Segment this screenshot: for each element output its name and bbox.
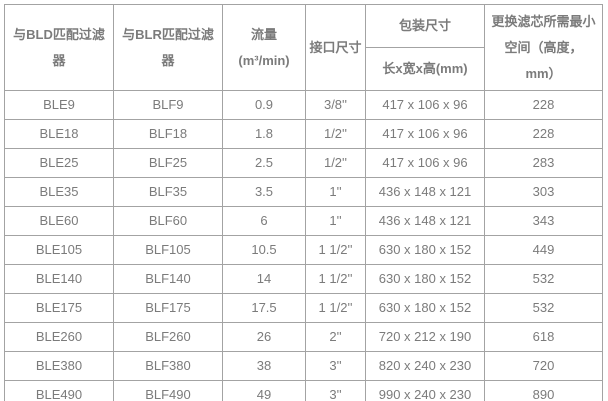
cell-flow: 10.5 [222, 235, 306, 265]
cell-interface: 3'' [305, 351, 366, 381]
header-bld-filter-line1: 与BLD匹配过滤 [13, 26, 105, 42]
table-row: BLE9 BLF9 0.9 3/8'' 417 x 106 x 96 228 [4, 90, 603, 120]
table-row: BLE18 BLF18 1.8 1/2'' 417 x 106 x 96 228 [4, 119, 603, 149]
cell-flow: 26 [222, 322, 306, 352]
table-row: BLE490 BLF490 49 3'' 990 x 240 x 230 890 [4, 380, 603, 401]
header-bld-filter: 与BLD匹配过滤 器 [4, 4, 114, 91]
cell-flow: 0.9 [222, 90, 306, 120]
cell-min-space: 890 [484, 380, 603, 401]
cell-blr-model: BLF25 [113, 148, 223, 178]
table-row: BLE25 BLF25 2.5 1/2'' 417 x 106 x 96 283 [4, 148, 603, 178]
cell-package: 417 x 106 x 96 [365, 90, 485, 120]
table-body: BLE9 BLF9 0.9 3/8'' 417 x 106 x 96 228 B… [4, 90, 603, 401]
cell-flow: 14 [222, 264, 306, 294]
cell-min-space: 618 [484, 322, 603, 352]
cell-bld-model: BLE18 [4, 119, 114, 149]
cell-min-space: 303 [484, 177, 603, 207]
cell-bld-model: BLE175 [4, 293, 114, 323]
cell-blr-model: BLF9 [113, 90, 223, 120]
header-package-size: 包装尺寸 [365, 4, 485, 48]
table-row: BLE35 BLF35 3.5 1'' 436 x 148 x 121 303 [4, 177, 603, 207]
cell-interface: 1 1/2'' [305, 293, 366, 323]
cell-bld-model: BLE35 [4, 177, 114, 207]
cell-blr-model: BLF380 [113, 351, 223, 381]
cell-bld-model: BLE25 [4, 148, 114, 178]
cell-interface: 3'' [305, 380, 366, 401]
cell-interface: 3/8'' [305, 90, 366, 120]
cell-package: 436 x 148 x 121 [365, 177, 485, 207]
header-interface-size: 接口尺寸 [305, 4, 366, 91]
header-min-replacement-space: 更换滤芯所需最小 空间（高度， mm） [484, 4, 603, 91]
filter-spec-table: 与BLD匹配过滤 器 与BLR匹配过滤 器 流量 (m³/min) 接口尺寸 包… [4, 4, 603, 401]
cell-interface: 1/2'' [305, 119, 366, 149]
cell-blr-model: BLF60 [113, 206, 223, 236]
table-row: BLE380 BLF380 38 3'' 820 x 240 x 230 720 [4, 351, 603, 381]
header-row-2: 长x宽x高(mm) [5, 47, 603, 91]
cell-min-space: 343 [484, 206, 603, 236]
cell-interface: 1'' [305, 206, 366, 236]
cell-package: 436 x 148 x 121 [365, 206, 485, 236]
header-blr-filter-line1: 与BLR匹配过滤 [122, 26, 214, 42]
table-row: BLE140 BLF140 14 1 1/2'' 630 x 180 x 152… [4, 264, 603, 294]
cell-min-space: 532 [484, 293, 603, 323]
cell-bld-model: BLE380 [4, 351, 114, 381]
header-flow-rate-line1: 流量 [250, 26, 277, 42]
cell-min-space: 228 [484, 90, 603, 120]
cell-bld-model: BLE105 [4, 235, 114, 265]
header-blr-filter: 与BLR匹配过滤 器 [113, 4, 223, 91]
cell-package: 990 x 240 x 230 [365, 380, 485, 401]
cell-min-space: 283 [484, 148, 603, 178]
table-row: BLE105 BLF105 10.5 1 1/2'' 630 x 180 x 1… [4, 235, 603, 265]
cell-package: 630 x 180 x 152 [365, 235, 485, 265]
cell-bld-model: BLE490 [4, 380, 114, 401]
cell-package: 630 x 180 x 152 [365, 264, 485, 294]
header-package-dimensions: 长x宽x高(mm) [365, 47, 485, 91]
cell-blr-model: BLF140 [113, 264, 223, 294]
cell-min-space: 228 [484, 119, 603, 149]
cell-flow: 49 [222, 380, 306, 401]
cell-min-space: 720 [484, 351, 603, 381]
cell-bld-model: BLE140 [4, 264, 114, 294]
cell-interface: 1/2'' [305, 148, 366, 178]
cell-blr-model: BLF490 [113, 380, 223, 401]
cell-flow: 6 [222, 206, 306, 236]
cell-package: 720 x 212 x 190 [365, 322, 485, 352]
table-row: BLE60 BLF60 6 1'' 436 x 148 x 121 343 [4, 206, 603, 236]
cell-flow: 1.8 [222, 119, 306, 149]
cell-flow: 2.5 [222, 148, 306, 178]
cell-interface: 1'' [305, 177, 366, 207]
cell-flow: 38 [222, 351, 306, 381]
table-header: 与BLD匹配过滤 器 与BLR匹配过滤 器 流量 (m³/min) 接口尺寸 包… [4, 4, 603, 91]
cell-flow: 3.5 [222, 177, 306, 207]
header-bld-filter-line2: 器 [52, 52, 66, 68]
header-blr-filter-line2: 器 [161, 52, 175, 68]
cell-blr-model: BLF260 [113, 322, 223, 352]
cell-blr-model: BLF175 [113, 293, 223, 323]
cell-bld-model: BLE9 [4, 90, 114, 120]
cell-interface: 1 1/2'' [305, 264, 366, 294]
header-min-space-line2: 空间（高度， [504, 39, 583, 55]
header-min-space-line1: 更换滤芯所需最小 [491, 13, 596, 29]
cell-bld-model: BLE60 [4, 206, 114, 236]
table-row: BLE175 BLF175 17.5 1 1/2'' 630 x 180 x 1… [4, 293, 603, 323]
header-min-space-line3: mm） [525, 65, 562, 81]
cell-blr-model: BLF18 [113, 119, 223, 149]
cell-flow: 17.5 [222, 293, 306, 323]
cell-package: 820 x 240 x 230 [365, 351, 485, 381]
cell-bld-model: BLE260 [4, 322, 114, 352]
table-row: BLE260 BLF260 26 2'' 720 x 212 x 190 618 [4, 322, 603, 352]
cell-min-space: 449 [484, 235, 603, 265]
cell-blr-model: BLF105 [113, 235, 223, 265]
cell-interface: 2'' [305, 322, 366, 352]
cell-package: 630 x 180 x 152 [365, 293, 485, 323]
cell-min-space: 532 [484, 264, 603, 294]
header-flow-rate-unit: (m³/min) [238, 52, 290, 68]
cell-package: 417 x 106 x 96 [365, 119, 485, 149]
cell-interface: 1 1/2'' [305, 235, 366, 265]
header-row-1: 与BLD匹配过滤 器 与BLR匹配过滤 器 流量 (m³/min) 接口尺寸 包… [4, 4, 603, 91]
cell-package: 417 x 106 x 96 [365, 148, 485, 178]
cell-blr-model: BLF35 [113, 177, 223, 207]
header-flow-rate: 流量 (m³/min) [222, 4, 306, 91]
